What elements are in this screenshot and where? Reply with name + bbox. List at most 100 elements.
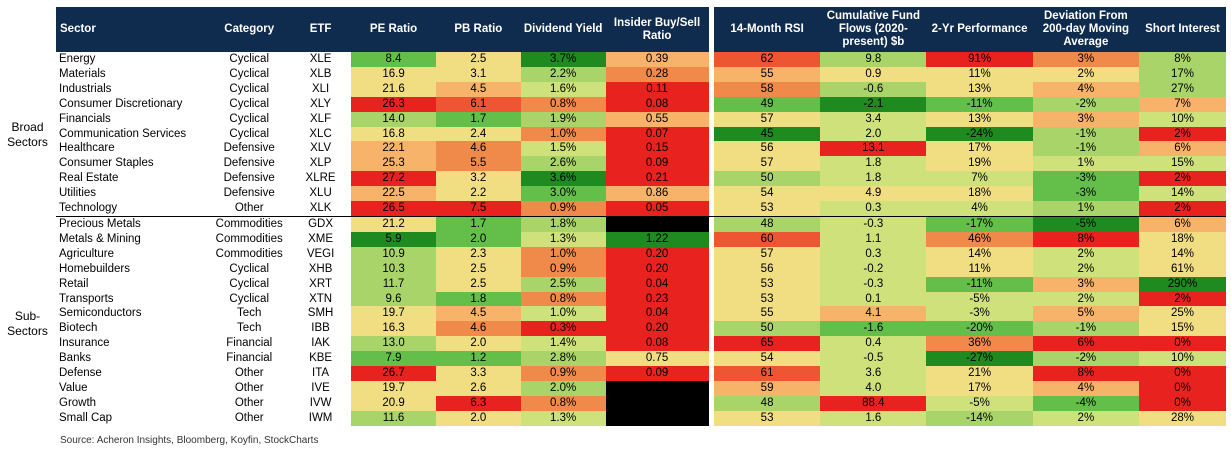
- deviation-cell: 3%: [1032, 52, 1139, 67]
- pb-ratio-cell: 3.1: [435, 66, 521, 82]
- etf-cell: XLI: [311, 82, 330, 95]
- etf-cell: VEGI: [306, 247, 335, 260]
- header-2yr-performance: 2-Yr Performance: [926, 7, 1033, 52]
- insider-ratio-cell: [605, 395, 709, 411]
- rsi-cell: 62: [713, 52, 821, 67]
- gap-cell: [708, 201, 714, 217]
- fund-flows-cell: 0.4: [820, 336, 927, 352]
- gap-cell: [708, 171, 714, 187]
- etf-cell: XLB: [309, 67, 332, 80]
- insider-ratio-cell: 0.11: [605, 81, 709, 97]
- gap-cell: [708, 366, 714, 381]
- deviation-cell: 1%: [1032, 201, 1139, 217]
- rsi-cell: 54: [713, 186, 821, 202]
- category-cell: Other: [234, 202, 264, 215]
- short-interest-cell: 0%: [1139, 366, 1226, 381]
- group-label-sub-sectors: Sub-Sectors: [7, 309, 48, 338]
- etf-cell: GDX: [289, 215, 352, 232]
- insider-ratio-cell: 0.08: [605, 336, 709, 352]
- source-note: Source: Acheron Insights, Bloomberg, Koy…: [60, 435, 319, 446]
- table-row: Consumer Discretionary Cyclical XLY 26.3 6.1…: [56, 96, 1226, 112]
- table-row: Metals & Mining Commodities XME 5.9 2.0 1.3% 1…: [56, 231, 1226, 247]
- rsi-cell: 61: [713, 366, 821, 381]
- sector-name-cell: Biotech: [59, 322, 98, 335]
- fund-flows-cell: -2.1: [820, 96, 927, 112]
- deviation-cell: 8%: [1032, 366, 1139, 381]
- dividend-yield-cell: 1.8%: [520, 215, 606, 232]
- rsi-cell: 49: [713, 96, 821, 112]
- short-interest-cell: 10%: [1139, 351, 1226, 367]
- gap-cell: [708, 410, 714, 426]
- category-cell: Cyclical: [229, 53, 270, 65]
- 2yr-performance-cell: 14%: [926, 246, 1033, 262]
- sector-name-cell: Communication Services: [59, 127, 187, 140]
- category-cell: Cyclical: [229, 82, 270, 95]
- short-interest-cell: 2%: [1139, 291, 1226, 307]
- gap-cell: [708, 215, 714, 232]
- category-cell: Financial: [226, 337, 273, 350]
- pb-ratio-cell: 1.7: [435, 111, 521, 127]
- category-cell: Cyclical: [229, 262, 270, 275]
- fund-flows-cell: 3.6: [820, 366, 927, 381]
- table-row: Banks Financial KBE 7.9 1.2 2.8% 0.75 54 -0.5 -27…: [56, 351, 1226, 367]
- pb-ratio-cell: 4.6: [435, 141, 521, 157]
- fund-flows-cell: 0.3: [820, 201, 927, 217]
- sector-name-cell: Defense: [59, 367, 102, 380]
- etf-cell: XLY: [310, 97, 332, 110]
- fund-flows-cell: -0.2: [820, 261, 927, 277]
- deviation-cell: -3%: [1032, 171, 1139, 187]
- rsi-cell: 56: [713, 261, 821, 277]
- dividend-yield-cell: 3.6%: [520, 171, 606, 187]
- dividend-yield-cell: 1.5%: [520, 141, 606, 157]
- pb-ratio-cell: 4.5: [435, 81, 521, 97]
- 2yr-performance-cell: 18%: [926, 186, 1033, 202]
- short-interest-cell: 6%: [1139, 215, 1226, 232]
- fund-flows-cell: 1.8: [820, 156, 927, 172]
- 2yr-performance-cell: 13%: [926, 111, 1033, 127]
- deviation-cell: 2%: [1032, 291, 1139, 307]
- fund-flows-cell: 1.8: [820, 171, 927, 187]
- table-row: Materials Cyclical XLB 16.9 3.1 2.2% 0.28 55 0.9…: [56, 66, 1226, 82]
- dividend-yield-cell: 1.6%: [520, 81, 606, 97]
- fund-flows-cell: 1.6: [820, 410, 927, 426]
- category-cell: Cyclical: [229, 292, 270, 305]
- pb-ratio-cell: 1.2: [435, 351, 521, 367]
- short-interest-cell: 2%: [1139, 171, 1226, 187]
- table-row: Communication Services Cyclical XLC 16.8 2.4…: [56, 126, 1226, 142]
- category-cell: Cyclical: [229, 112, 270, 125]
- insider-ratio-cell: 0.15: [605, 141, 709, 157]
- short-interest-cell: 15%: [1139, 321, 1226, 337]
- deviation-cell: -1%: [1032, 126, 1139, 142]
- short-interest-cell: 0%: [1139, 395, 1226, 411]
- rsi-cell: 57: [713, 111, 821, 127]
- table-row: Value Other IVE 19.7 2.6 2.0% 59 4.0 17% 4% 0%: [56, 380, 1226, 396]
- deviation-cell: -1%: [1032, 321, 1139, 337]
- fund-flows-cell: -0.5: [820, 351, 927, 367]
- dividend-yield-cell: 1.4%: [520, 336, 606, 352]
- pb-ratio-cell: 3.2: [435, 171, 521, 187]
- pe-ratio-cell: 27.2: [351, 171, 436, 187]
- gap-cell: [708, 351, 714, 367]
- 2yr-performance-cell: 11%: [926, 66, 1033, 82]
- insider-ratio-cell: [605, 380, 709, 396]
- dividend-yield-cell: 2.6%: [520, 156, 606, 172]
- pb-ratio-cell: 2.5: [435, 52, 521, 67]
- table-row: Precious Metals Commodities GDX 21.2 1.7 1.8%…: [56, 215, 1226, 232]
- category-cell: Cyclical: [229, 277, 270, 290]
- 2yr-performance-cell: 17%: [926, 380, 1033, 396]
- pe-ratio-cell: 11.6: [351, 410, 436, 426]
- gap-cell: [708, 306, 714, 322]
- gap-cell: [708, 246, 714, 262]
- pe-ratio-cell: 10.9: [351, 246, 436, 262]
- rsi-cell: 45: [713, 126, 821, 142]
- table-row: Biotech Tech IBB 16.3 4.6 0.3% 0.20 50 -1.6 -20% -…: [56, 321, 1226, 337]
- sector-name-cell: Consumer Staples: [59, 157, 154, 170]
- dividend-yield-cell: 0.8%: [520, 96, 606, 112]
- fund-flows-cell: -1.6: [820, 321, 927, 337]
- short-interest-cell: 7%: [1139, 96, 1226, 112]
- deviation-cell: 2%: [1032, 261, 1139, 277]
- insider-ratio-cell: 0.75: [605, 351, 709, 367]
- category-cell: Other: [234, 381, 264, 394]
- fund-flows-cell: 0.3: [820, 246, 927, 262]
